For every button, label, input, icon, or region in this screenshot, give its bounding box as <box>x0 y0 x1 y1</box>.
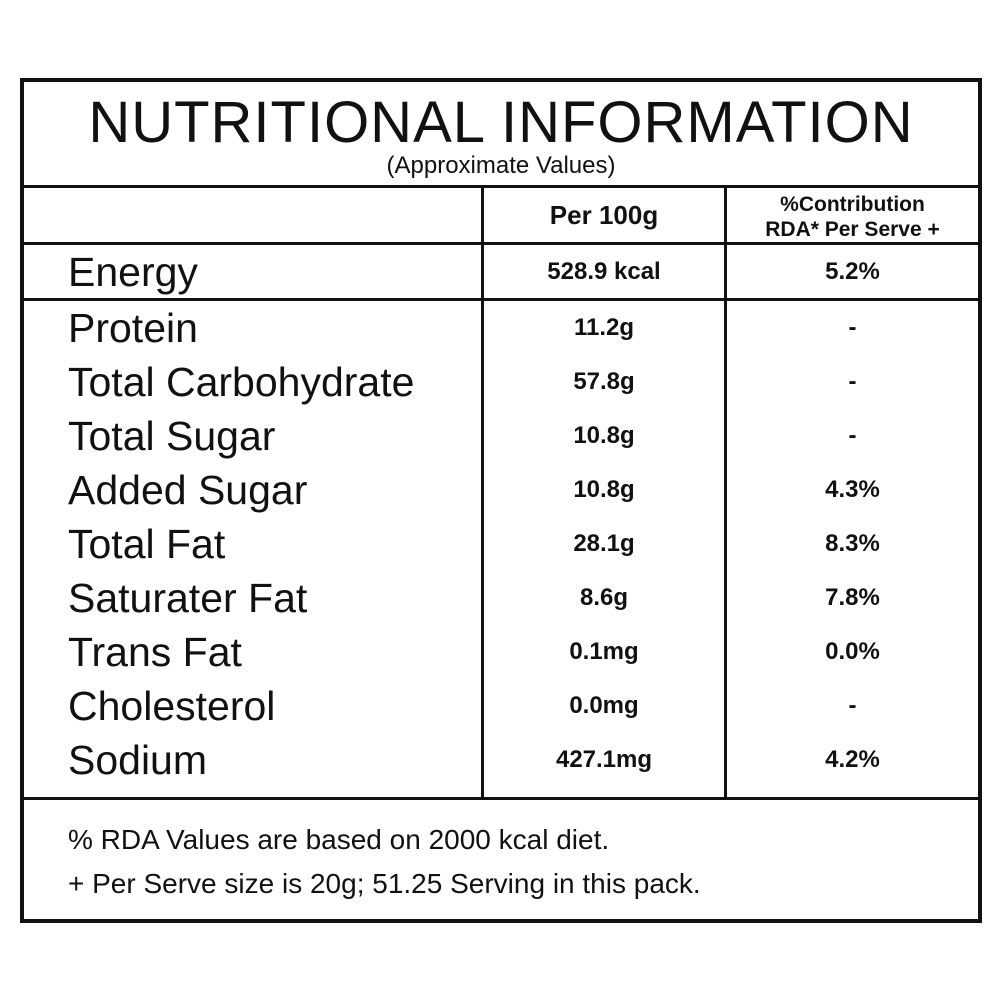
nutrient-rda: - <box>848 368 857 395</box>
table-row: Added Sugar 10.8g 4.3% <box>24 463 978 517</box>
nutrient-rda: - <box>848 692 857 719</box>
nutrient-rda: 8.3% <box>825 530 880 557</box>
table-row: Cholesterol 0.0mg - <box>24 679 978 733</box>
nutrient-value: 10.8g <box>573 422 635 449</box>
nutrient-value: 427.1mg <box>555 746 653 773</box>
nutrient-rda: - <box>848 314 857 341</box>
panel-title: NUTRITIONAL INFORMATION <box>88 90 914 155</box>
nutrient-label: Added Sugar <box>68 467 308 513</box>
nutrient-value: 10.8g <box>573 476 635 503</box>
nutrient-value: 8.6g <box>579 584 629 611</box>
nutrient-label: Total Fat <box>68 521 226 567</box>
nutrient-label: Total Carbohydrate <box>68 359 415 405</box>
table-row: Saturater Fat 8.6g 7.8% <box>24 571 978 625</box>
table-row: Trans Fat 0.1mg 0.0% <box>24 625 978 679</box>
rda-header-line-1: %Contribution <box>780 193 925 216</box>
column-divider-2 <box>724 188 727 799</box>
nutrient-label: Total Sugar <box>68 413 276 459</box>
nutrient-label: Cholesterol <box>68 683 276 729</box>
nutrient-label: Trans Fat <box>68 629 242 675</box>
energy-row-divider <box>24 298 978 301</box>
nutrient-label: Sodium <box>68 737 208 783</box>
nutrient-value: 11.2g <box>573 314 635 341</box>
footnote-serving-size: + Per Serve size is 20g; 51.25 Serving i… <box>68 868 701 899</box>
nutrient-rda: 5.2% <box>825 258 880 285</box>
title-block: NUTRITIONAL INFORMATION (Approximate Val… <box>24 82 978 188</box>
nutrient-rda: 0.0% <box>825 638 880 665</box>
footnotes: % RDA Values are based on 2000 kcal diet… <box>68 818 701 906</box>
nutrient-value: 528.9 kcal <box>547 258 661 285</box>
header-row-divider <box>24 242 978 245</box>
nutrient-value: 57.8g <box>573 368 635 395</box>
column-divider-1 <box>481 188 484 799</box>
column-header-rda: %Contribution RDA* Per Serve + <box>727 192 978 242</box>
nutrient-rda: 4.2% <box>825 746 880 773</box>
column-header-per-100g: Per 100g <box>549 200 659 230</box>
footer-divider <box>24 797 978 800</box>
nutrient-value: 0.0mg <box>569 692 639 719</box>
nutrient-value: 28.1g <box>573 530 635 557</box>
table-row: Total Sugar 10.8g - <box>24 409 978 463</box>
nutrient-label: Protein <box>68 305 198 351</box>
nutrient-label: Saturater Fat <box>68 575 308 621</box>
nutrition-panel: NUTRITIONAL INFORMATION (Approximate Val… <box>20 78 982 923</box>
rda-header-line-2: RDA* Per Serve + <box>765 218 940 241</box>
table-row: Protein 11.2g - <box>24 301 978 355</box>
table-row: Total Fat 28.1g 8.3% <box>24 517 978 571</box>
nutrient-rda: 7.8% <box>825 584 880 611</box>
table-row-energy: Energy 528.9 kcal 5.2% <box>24 245 978 299</box>
footnote-rda-basis: % RDA Values are based on 2000 kcal diet… <box>68 824 610 855</box>
panel-subtitle: (Approximate Values) <box>386 152 616 179</box>
nutrient-value: 0.1mg <box>569 638 639 665</box>
nutrient-rda: 4.3% <box>825 476 880 503</box>
table-row: Sodium 427.1mg 4.2% <box>24 733 978 787</box>
nutrient-label: Energy <box>68 249 198 295</box>
nutrient-rda: - <box>848 422 857 449</box>
table-row: Total Carbohydrate 57.8g - <box>24 355 978 409</box>
